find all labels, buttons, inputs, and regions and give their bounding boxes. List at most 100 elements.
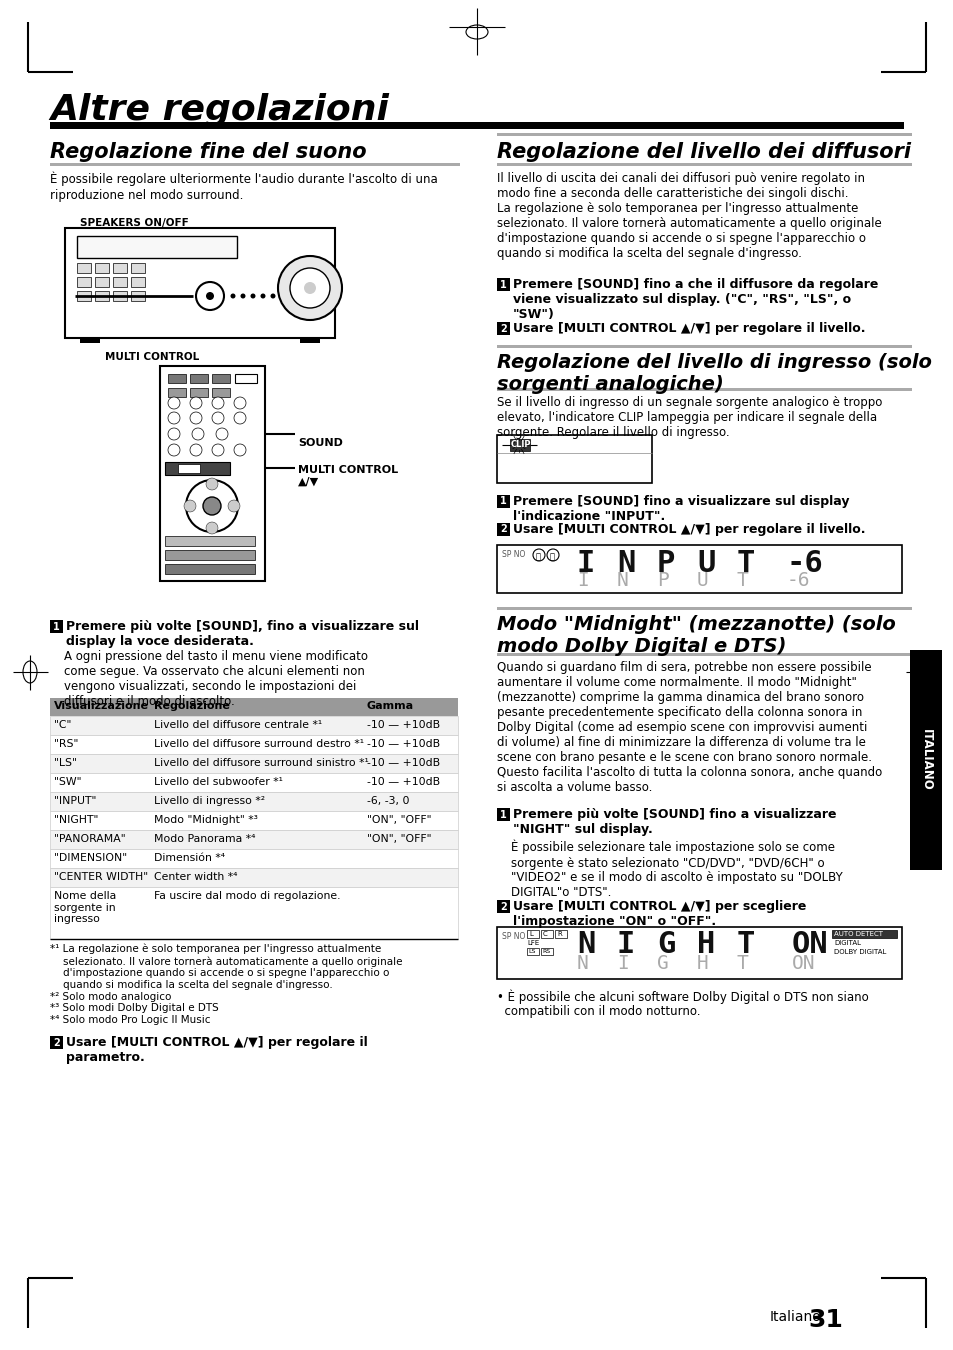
Text: T: T <box>737 571 748 590</box>
Text: P: P <box>657 571 668 590</box>
Text: "ON", "OFF": "ON", "OFF" <box>367 834 431 844</box>
Text: H: H <box>697 930 715 958</box>
Circle shape <box>277 256 341 320</box>
Text: A ogni pressione del tasto il menu viene modificato
come segue. Va osservato che: A ogni pressione del tasto il menu viene… <box>64 649 368 707</box>
Bar <box>190 374 208 383</box>
Text: ON: ON <box>791 930 828 958</box>
Text: Usare [MULTI CONTROL ▲/▼] per regolare il livello.: Usare [MULTI CONTROL ▲/▼] per regolare i… <box>513 323 864 335</box>
Circle shape <box>212 444 224 456</box>
Text: "DIMENSION": "DIMENSION" <box>54 853 127 863</box>
Bar <box>131 292 145 301</box>
Text: Livello di ingresso *²: Livello di ingresso *² <box>153 796 265 806</box>
Text: N: N <box>617 571 628 590</box>
Text: Modo "Midnight" *³: Modo "Midnight" *³ <box>153 815 257 825</box>
Bar <box>212 387 230 397</box>
Bar <box>165 549 254 560</box>
Bar <box>50 868 457 887</box>
Text: U: U <box>697 571 708 590</box>
Circle shape <box>168 397 180 409</box>
Bar <box>497 522 510 536</box>
Bar <box>50 849 457 868</box>
Text: Regolazione del livello di ingresso (solo
sorgenti analogiche): Regolazione del livello di ingresso (sol… <box>497 352 931 394</box>
Bar <box>555 930 566 938</box>
Circle shape <box>168 428 180 440</box>
Bar <box>510 439 530 451</box>
Text: -6: -6 <box>786 571 810 590</box>
Circle shape <box>271 293 275 298</box>
Text: "LS": "LS" <box>54 757 77 768</box>
Text: "PANORAMA": "PANORAMA" <box>54 834 126 844</box>
Bar <box>540 948 553 954</box>
Text: È possibile selezionare tale impostazione solo se come
sorgente è stato selezion: È possibile selezionare tale impostazion… <box>511 840 841 899</box>
Circle shape <box>233 444 246 456</box>
Bar <box>112 277 127 288</box>
Text: "NIGHT": "NIGHT" <box>54 815 98 825</box>
Bar <box>168 374 186 383</box>
Circle shape <box>233 397 246 409</box>
Circle shape <box>233 412 246 424</box>
Text: Regolazione fine del suono: Regolazione fine del suono <box>50 142 366 162</box>
Text: Dimensión *⁴: Dimensión *⁴ <box>153 853 225 863</box>
Bar <box>77 277 91 288</box>
Bar <box>540 930 553 938</box>
Bar <box>909 649 941 869</box>
Text: -6, -3, 0: -6, -3, 0 <box>367 796 409 806</box>
Bar <box>65 228 335 338</box>
Bar <box>165 462 230 475</box>
Bar <box>50 830 457 849</box>
Text: 2: 2 <box>499 525 506 535</box>
Bar <box>50 774 457 792</box>
Text: -10 — +10dB: -10 — +10dB <box>367 757 439 768</box>
Text: N: N <box>617 549 635 578</box>
Bar <box>497 346 911 347</box>
Text: U: U <box>697 549 715 578</box>
Text: Premere più volte [SOUND] fino a visualizzare
"NIGHT" sul display.: Premere più volte [SOUND] fino a visuali… <box>513 809 836 836</box>
Text: -10 — +10dB: -10 — +10dB <box>367 720 439 730</box>
Text: • È possibile che alcuni software Dolby Digital o DTS non siano
  compatibili co: • È possibile che alcuni software Dolby … <box>497 990 868 1018</box>
Bar <box>190 387 208 397</box>
Text: Fa uscire dal modo di regolazione.: Fa uscire dal modo di regolazione. <box>153 891 340 900</box>
Bar <box>497 927 901 979</box>
Bar <box>831 930 896 938</box>
Text: Modo Panorama *⁴: Modo Panorama *⁴ <box>153 834 255 844</box>
Circle shape <box>190 444 202 456</box>
Bar <box>50 734 457 755</box>
Bar <box>95 292 109 301</box>
Text: N: N <box>577 954 588 973</box>
Text: Modo "Midnight" (mezzanotte) (solo
modo Dolby Digital e DTS): Modo "Midnight" (mezzanotte) (solo modo … <box>497 616 895 656</box>
Text: 31: 31 <box>807 1308 842 1332</box>
Text: SOUND: SOUND <box>297 437 342 448</box>
Circle shape <box>206 522 218 535</box>
Bar <box>497 134 911 135</box>
Text: T: T <box>737 954 748 973</box>
Bar <box>131 277 145 288</box>
Text: 2: 2 <box>499 324 506 333</box>
Text: CLIP: CLIP <box>511 440 531 450</box>
Bar <box>234 374 256 383</box>
Circle shape <box>206 292 213 300</box>
Text: Premere più volte [SOUND], fino a visualizzare sul
display la voce desiderata.: Premere più volte [SOUND], fino a visual… <box>66 620 418 648</box>
Text: H: H <box>697 954 708 973</box>
Circle shape <box>168 444 180 456</box>
Text: "SW": "SW" <box>54 778 81 787</box>
Text: DOLBY DIGITAL: DOLBY DIGITAL <box>833 949 885 954</box>
Text: I: I <box>577 571 588 590</box>
Bar <box>497 495 510 508</box>
Text: R: R <box>557 931 561 937</box>
Text: T: T <box>737 930 755 958</box>
Text: Visualizzazione: Visualizzazione <box>54 701 149 711</box>
Text: AUTO DETECT: AUTO DETECT <box>833 931 882 937</box>
Text: SP NO: SP NO <box>501 931 525 941</box>
Circle shape <box>190 397 202 409</box>
Text: I: I <box>617 930 635 958</box>
Text: Regolazione del livello dei diffusori: Regolazione del livello dei diffusori <box>497 142 910 162</box>
Text: L: L <box>529 931 533 937</box>
Bar <box>526 940 544 946</box>
Bar <box>497 387 911 390</box>
Text: C: C <box>542 931 547 937</box>
Bar <box>178 464 200 472</box>
Text: ▲/▼: ▲/▼ <box>297 477 319 487</box>
Bar <box>112 292 127 301</box>
Bar <box>526 930 538 938</box>
Text: Nome della
sorgente in
ingresso: Nome della sorgente in ingresso <box>54 891 116 925</box>
